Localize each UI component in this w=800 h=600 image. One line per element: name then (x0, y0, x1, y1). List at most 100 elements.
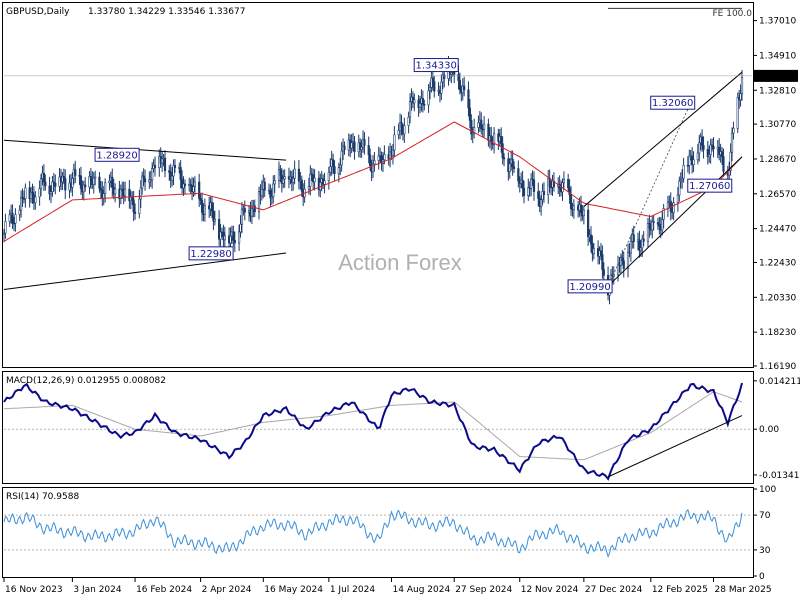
candle-body (702, 145, 705, 150)
trendline-macd-support[interactable] (607, 415, 743, 478)
candle-body (440, 81, 443, 94)
candle-body (142, 175, 145, 180)
candle-body (74, 169, 77, 176)
candle-body (567, 179, 570, 189)
price-label-box (567, 279, 613, 294)
candle-body (257, 191, 261, 213)
candle-body (522, 187, 526, 197)
candle-body (168, 170, 171, 173)
candle-body (619, 257, 622, 266)
axes: 1.37010 1.34910 1.32810 1.30770 1.28670 1.265… (3, 17, 800, 595)
candle-body (19, 197, 23, 211)
candle-body (2, 232, 6, 235)
candle-body (333, 166, 336, 174)
candle-body (632, 234, 635, 243)
candle-body (709, 144, 712, 155)
y-tick-label: -0.013418 (759, 471, 800, 481)
x-tick-label: 12 Nov 2024 (521, 585, 579, 595)
trendline-channel-lower[interactable] (607, 156, 743, 287)
candle-body (282, 178, 285, 184)
candle-body (648, 223, 651, 229)
candle-body (340, 150, 343, 166)
price-panel (2, 2, 754, 368)
candle-body (223, 235, 226, 241)
candle-body (193, 181, 197, 187)
candle-body (343, 145, 346, 151)
candle-body (423, 104, 426, 106)
trendline-triangle-lower[interactable] (3, 252, 287, 291)
x-tick-label: 16 May 2024 (264, 585, 323, 595)
candle-body (327, 171, 330, 182)
candle-body (270, 196, 273, 199)
x-tick-label: 16 Nov 2023 (5, 585, 63, 595)
candle-body (163, 157, 167, 171)
candle-body (592, 248, 595, 254)
candle-body (183, 183, 187, 187)
rsi-line (3, 508, 743, 558)
candle-body (269, 189, 272, 199)
candle-body (512, 166, 516, 169)
candle-body (418, 103, 422, 108)
candle-body (300, 179, 303, 192)
candle-body (54, 182, 57, 187)
candle-body (24, 187, 27, 199)
candle-body (323, 180, 326, 185)
price-label-box (413, 58, 459, 73)
candle-body (740, 77, 744, 94)
candle-body (718, 146, 721, 155)
candle-body (413, 99, 416, 104)
candle-body (350, 142, 353, 149)
candle-body (139, 187, 142, 200)
candle-body (31, 192, 34, 196)
candle-body (383, 154, 386, 161)
candle-body (537, 191, 540, 199)
candle-body (642, 238, 645, 242)
candle-body (151, 168, 154, 181)
candle-body (132, 199, 135, 213)
x-tick-label: 28 Mar 2025 (715, 585, 772, 595)
candle-body (463, 85, 466, 91)
macd-line (3, 382, 743, 481)
candle-body (141, 175, 144, 189)
candle-body (353, 141, 356, 153)
candle-body (450, 72, 453, 75)
candle-body (14, 214, 17, 224)
current-price-tag (754, 69, 798, 82)
candle-body (153, 164, 157, 169)
y-tick-label: 0.014211 (759, 377, 800, 387)
y-tick-label: 1.24470 (759, 225, 796, 235)
candle-body (729, 151, 732, 171)
macd-plot (3, 382, 752, 481)
candle-body (149, 179, 152, 182)
candle-body (739, 93, 742, 101)
candle-body (672, 202, 675, 213)
candle-body (678, 180, 681, 196)
candle-body (692, 159, 695, 166)
candle-body (283, 176, 286, 180)
candle-body (662, 208, 665, 220)
rsi-panel (2, 487, 754, 578)
candle-body (430, 77, 433, 88)
candle-body (622, 260, 625, 269)
candle-body (530, 178, 533, 189)
trendline-triangle-upper[interactable] (3, 139, 287, 161)
candle-body (161, 158, 164, 164)
candle-body (400, 122, 403, 129)
candle-body (541, 190, 544, 200)
trendline-channel-upper[interactable] (583, 71, 743, 207)
candle-body (114, 188, 117, 195)
candle-body (88, 176, 91, 188)
candle-body (428, 87, 432, 92)
rsi-plot (3, 508, 752, 558)
candle-body (582, 209, 585, 217)
candle-body (232, 231, 235, 241)
chart-ohlc: 1.33780 1.34229 1.33546 1.33677 (88, 7, 245, 17)
x-tick-label: 16 Feb 2024 (136, 585, 192, 595)
candle-body (467, 89, 470, 109)
candle-body (676, 194, 679, 204)
candle-body (8, 214, 11, 222)
y-tick-label: 0.00 (759, 425, 779, 435)
candle-body (64, 178, 67, 191)
channel-mid-line (607, 102, 692, 287)
